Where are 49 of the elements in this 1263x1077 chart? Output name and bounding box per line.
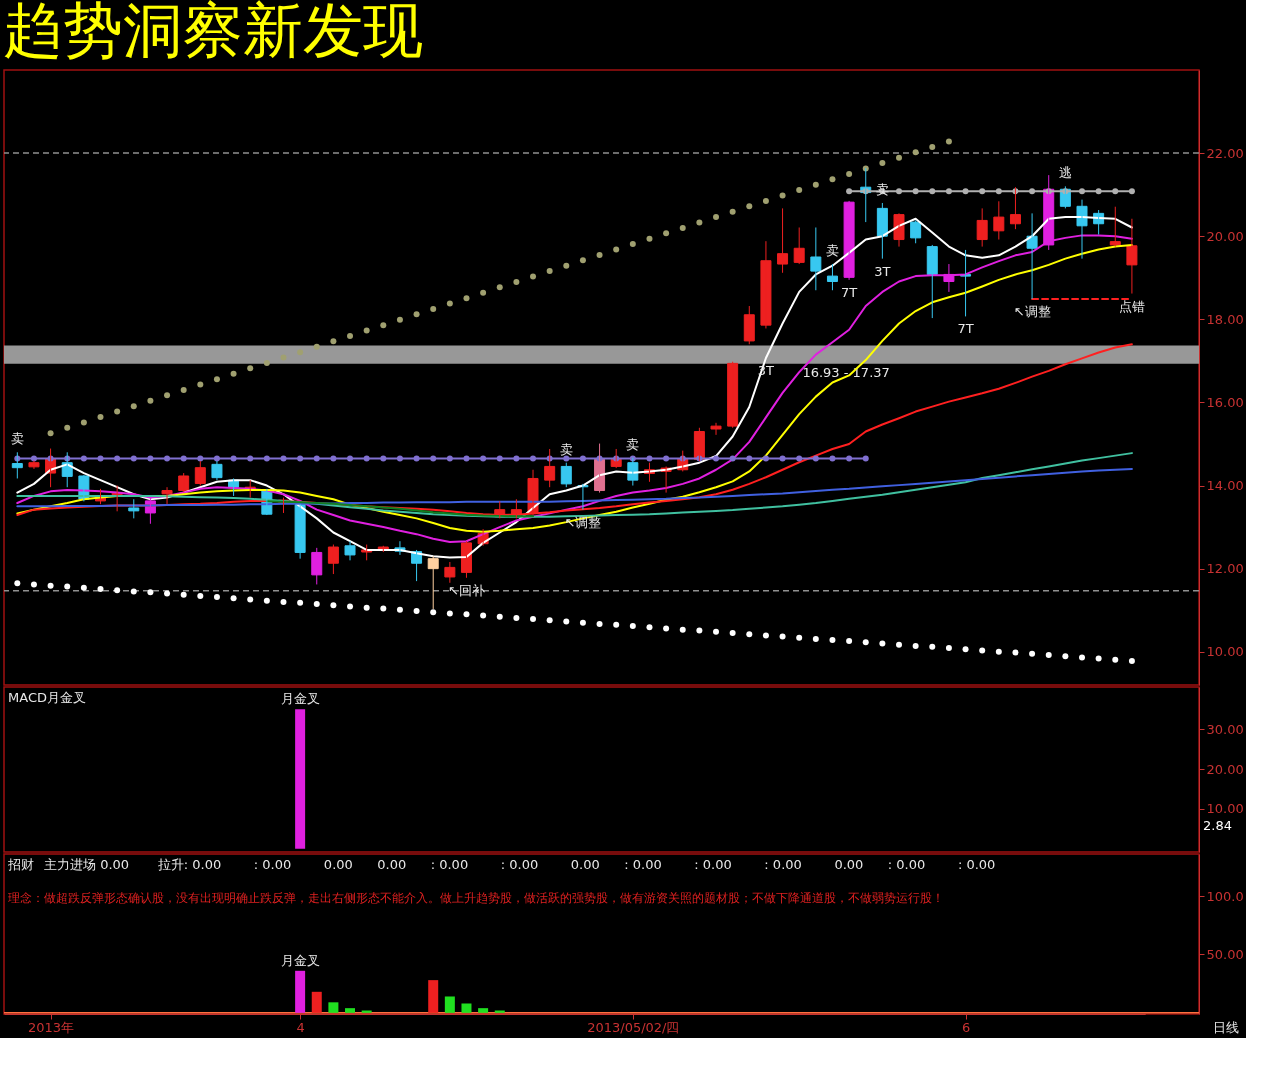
chart-title: 趋势洞察新发现 bbox=[3, 0, 424, 65]
annotation: 月金叉 bbox=[280, 952, 320, 968]
y-tick-label: 16.00 bbox=[1206, 394, 1244, 410]
annotation: ↖调整 bbox=[1013, 303, 1051, 319]
y-tick-label: 10.00 bbox=[1206, 644, 1244, 660]
annotation: 卖 bbox=[10, 431, 24, 447]
band-label: 16.93 - 17.37 bbox=[802, 364, 890, 380]
annotation: : 0.00 bbox=[694, 857, 732, 872]
annotation: 点错 bbox=[1118, 298, 1145, 314]
annotation: : 0.00 bbox=[624, 857, 662, 872]
annotation: 0.00 bbox=[323, 857, 353, 872]
y-tick-label: 10.00 bbox=[1206, 801, 1244, 817]
annotation: : 0.00 bbox=[253, 857, 292, 872]
x-tick-label: 2013/05/02/四 bbox=[587, 1019, 680, 1035]
annotation: : 0.00 bbox=[500, 857, 539, 872]
annotation: : 0.00 bbox=[430, 857, 469, 872]
y-tick-label: 100.0 bbox=[1206, 888, 1244, 904]
annotation: 主力进场 0.00 bbox=[44, 857, 130, 872]
x-tick-label: 6 bbox=[961, 1019, 971, 1035]
y-tick-label: 18.00 bbox=[1206, 311, 1244, 327]
text: 日线 bbox=[1213, 1020, 1239, 1035]
y-tick-label: 20.00 bbox=[1206, 228, 1244, 244]
annotation: 月金叉 bbox=[280, 691, 320, 707]
annotation: 卖 bbox=[825, 243, 839, 259]
y-tick-label: 30.00 bbox=[1206, 721, 1244, 737]
x-tick-label: 4 bbox=[296, 1019, 305, 1035]
annotation: 卖 bbox=[559, 441, 573, 457]
annotation: 7T bbox=[840, 284, 858, 300]
annotation: 0.00 bbox=[570, 857, 600, 872]
annotation: : 0.00 bbox=[957, 857, 996, 872]
text: 理念：做超跌反弹形态确认股，没有出现明确止跌反弹，走出右侧形态不能介入。做上升趋势股，做活跃的强势股，做有游资关照的题材股；不做下降通道股，不做弱势运行股！ bbox=[8, 891, 944, 905]
x-tick-label: 2013年 bbox=[28, 1019, 75, 1035]
annotation: 逃 bbox=[1058, 165, 1072, 181]
annotation: 7T bbox=[957, 321, 974, 337]
y-tick-label: 50.00 bbox=[1206, 946, 1244, 962]
annotation: 0.00 bbox=[834, 857, 864, 872]
annotation: 3T bbox=[874, 263, 891, 279]
annotation: : 0.00 bbox=[887, 857, 926, 872]
annotation: : 0.00 bbox=[764, 857, 802, 872]
text: 2.84 bbox=[1203, 818, 1232, 833]
annotation: 0.00 bbox=[377, 857, 407, 872]
chart-title: 招财 bbox=[7, 857, 34, 872]
chart-title: MACD月金叉 bbox=[8, 690, 86, 705]
annotation: 拉升: 0.00 bbox=[157, 857, 222, 872]
y-tick-label: 20.00 bbox=[1206, 761, 1244, 777]
annotation: 卖 bbox=[626, 436, 640, 452]
y-tick-label: 12.00 bbox=[1206, 561, 1244, 577]
y-tick-label: 14.00 bbox=[1206, 478, 1244, 494]
y-tick-label: 22.00 bbox=[1206, 145, 1244, 161]
